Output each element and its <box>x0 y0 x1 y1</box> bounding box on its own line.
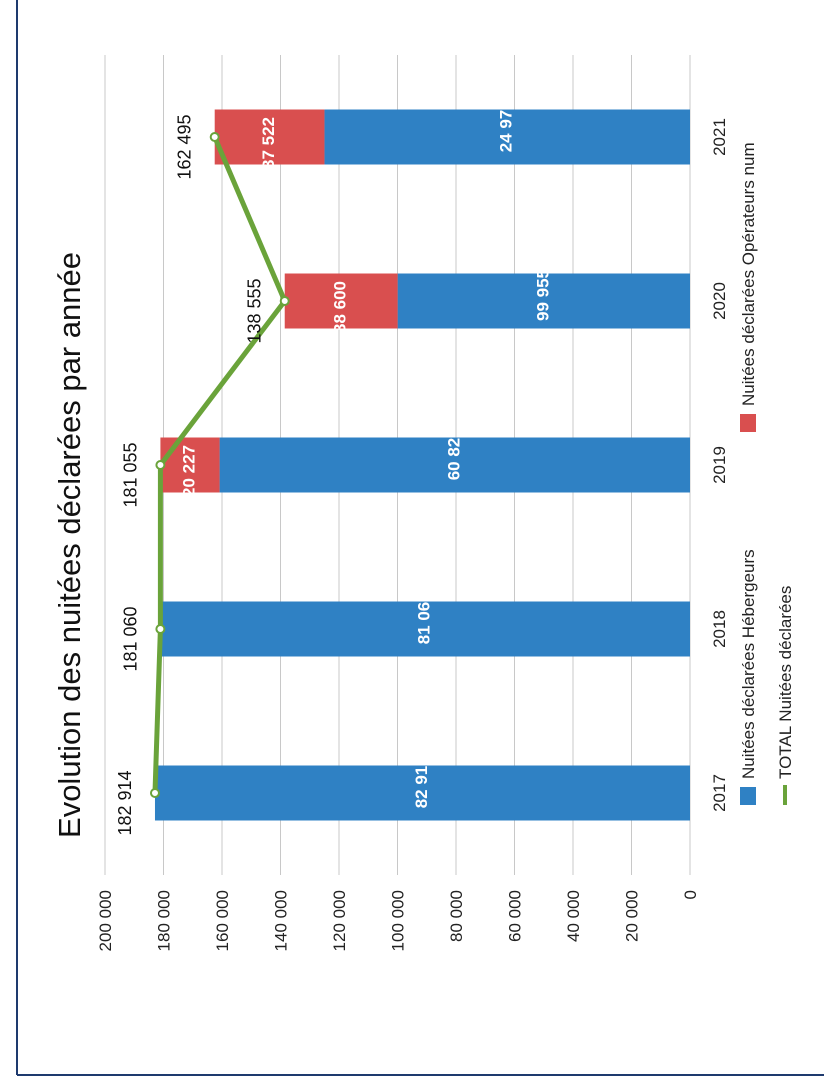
x-tick-label: 2021 <box>710 118 729 156</box>
data-label: 81 06 <box>415 602 434 645</box>
legend-item-operateurs-swatch <box>740 414 756 432</box>
y-tick-label: 180 000 <box>155 890 174 951</box>
bar-operateurs <box>284 273 398 329</box>
y-tick-label: 20 000 <box>623 890 642 942</box>
bar-hebergeurs <box>397 273 690 329</box>
bar-hebergeurs <box>324 109 690 165</box>
total-point <box>155 624 166 634</box>
total-point <box>155 460 166 470</box>
total-line <box>149 132 290 798</box>
chart-title: Evolution des nuitées déclarées par anné… <box>52 252 87 838</box>
y-tick-label: 0 <box>681 890 700 899</box>
total-data-label: 138 555 <box>245 278 265 343</box>
total-point <box>149 788 160 798</box>
legend-item-operateurs-label: Nuitées déclarées Opérateurs num <box>739 142 758 406</box>
y-tick-label: 40 000 <box>564 890 583 942</box>
legend-item-total-label: TOTAL Nuitées déclarées <box>776 586 795 779</box>
total-data-label: 181 055 <box>120 442 140 507</box>
total-data-label: 181 060 <box>120 606 140 671</box>
bar-hebergeurs <box>219 437 690 493</box>
data-label: 99 955 <box>533 269 552 321</box>
bar-hebergeurs <box>154 765 690 821</box>
x-tick-label: 2018 <box>710 610 729 648</box>
total-point <box>209 132 220 142</box>
rotated-chart-group: 0 20 000 40 000 60 000 80 000 100 000 120 000 1… <box>52 55 795 951</box>
bar-hebergeurs <box>160 601 691 657</box>
bar-operateurs <box>160 437 220 493</box>
bars <box>154 109 691 821</box>
data-label: 38 600 <box>331 281 350 333</box>
data-label: 20 227 <box>179 445 198 497</box>
x-tick-label: 2017 <box>710 774 729 812</box>
y-tick-label: 120 000 <box>330 890 349 951</box>
labels: 82 91 2017 81 06 2018 60 82 20 227 2019 99 955 3… <box>115 110 729 836</box>
data-label: 60 82 <box>444 438 463 481</box>
y-tick-label: 100 000 <box>389 890 408 951</box>
legend: Nuitées déclarées Hébergeurs Nuitées décl… <box>739 142 795 805</box>
total-data-label: 182 914 <box>115 770 135 835</box>
total-data-label: 162 495 <box>175 114 195 179</box>
y-tick-label: 140 000 <box>272 890 291 951</box>
y-tick-label: 160 000 <box>213 890 232 951</box>
data-label: 24 97 <box>497 110 516 153</box>
legend-item-hebergeurs-swatch <box>740 787 756 805</box>
bar-operateurs <box>214 109 325 165</box>
x-tick-label: 2020 <box>710 282 729 320</box>
y-tick-label: 80 000 <box>447 890 466 942</box>
y-tick-label: 200 000 <box>96 890 115 951</box>
total-point <box>279 296 290 306</box>
legend-item-hebergeurs-label: Nuitées déclarées Hébergeurs <box>739 549 758 779</box>
y-tick-label: 60 000 <box>506 890 525 942</box>
data-label: 37 522 <box>259 117 278 169</box>
data-label: 82 91 <box>412 766 431 809</box>
x-tick-label: 2019 <box>710 446 729 484</box>
